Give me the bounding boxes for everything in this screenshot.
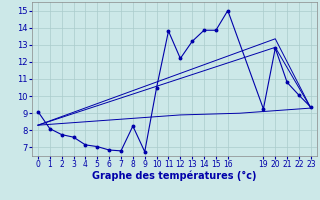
X-axis label: Graphe des températures (°c): Graphe des températures (°c) <box>92 171 257 181</box>
